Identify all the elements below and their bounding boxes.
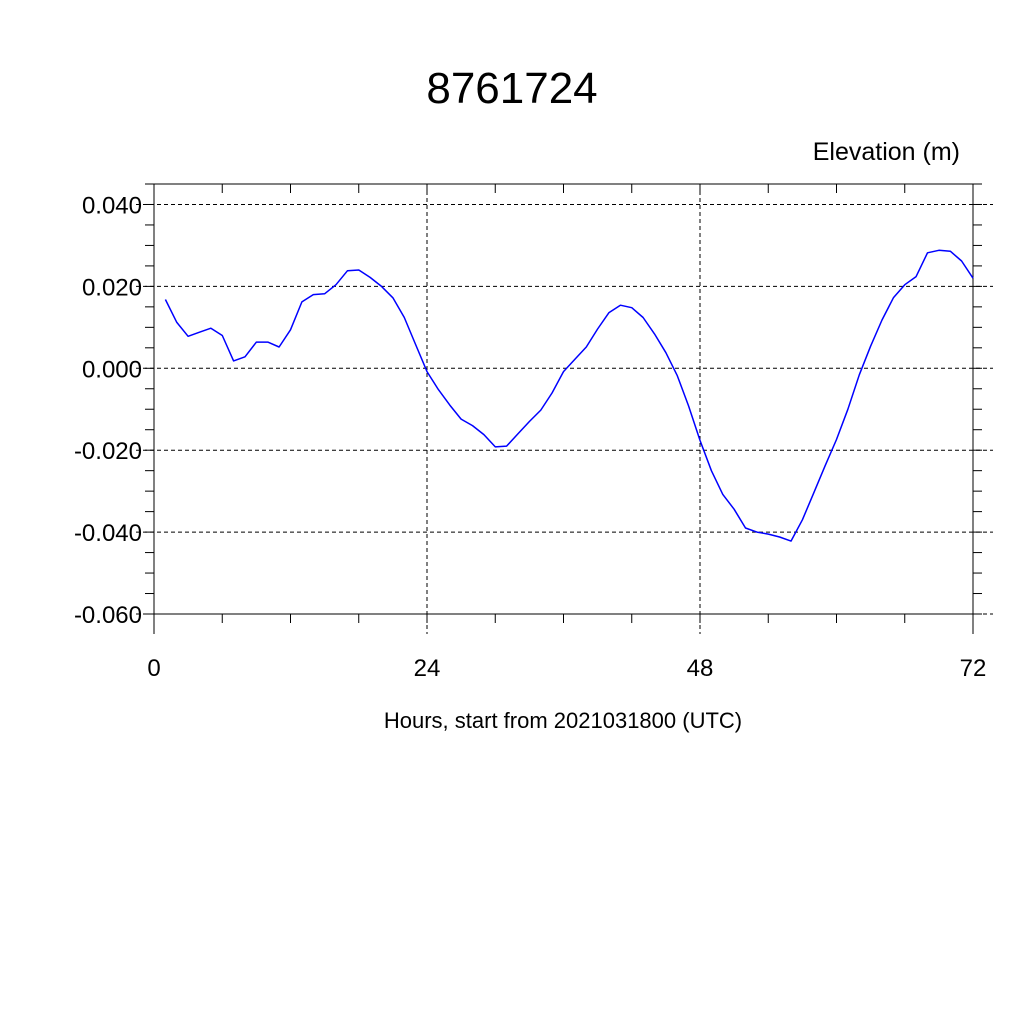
elevation-series-line — [164, 249, 974, 542]
plot-frame — [153, 183, 974, 615]
y-tick-label: -0.020 — [74, 438, 142, 465]
x-tick-label: 0 — [147, 655, 160, 682]
x-tick-label: 72 — [960, 655, 987, 682]
y-tick-label: -0.060 — [74, 602, 142, 629]
y-tick-label: 0.000 — [82, 356, 142, 383]
y-axis-label: Elevation (m) — [812, 138, 960, 166]
x-tick-label: 48 — [687, 655, 714, 682]
chart-title: 8761724 — [426, 64, 598, 113]
x-axis-label: Hours, start from 2021031800 (UTC) — [383, 708, 743, 733]
y-tick-label: 0.040 — [82, 192, 142, 219]
y-tick-label: 0.020 — [82, 274, 142, 301]
y-tick-label: -0.040 — [74, 520, 142, 547]
x-tick-label: 24 — [414, 655, 441, 682]
